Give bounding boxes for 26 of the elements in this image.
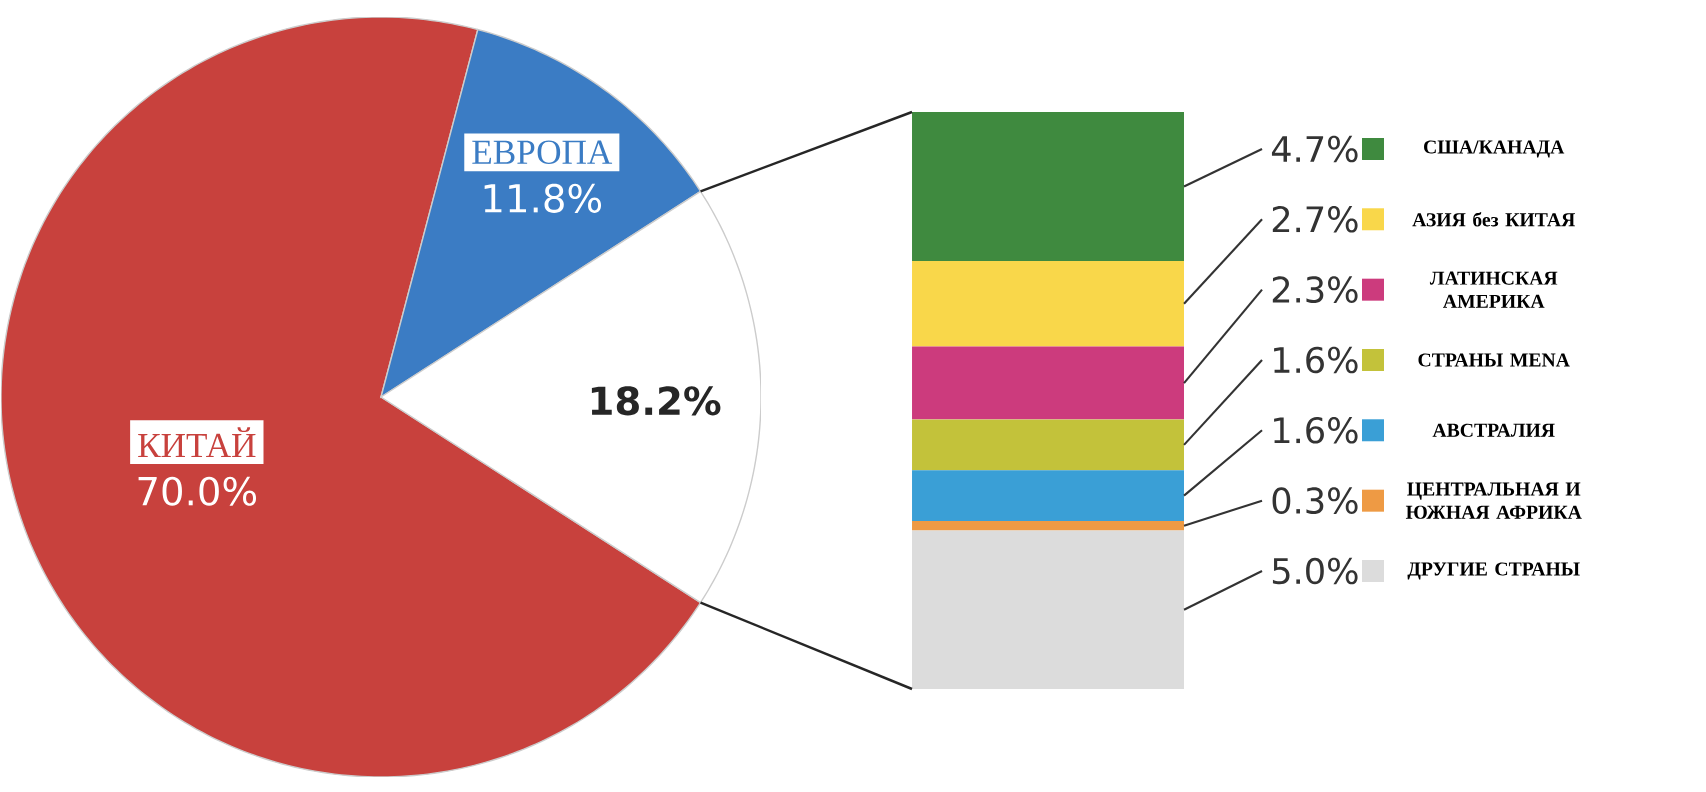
bar <box>912 260 1185 347</box>
legend-label: США/КАНАДА <box>1424 140 1565 158</box>
data-label: 18.2% <box>591 386 721 416</box>
legend-label: ДРУГИЕ СТРАНЫ <box>1407 562 1580 580</box>
data-label: 0.3% <box>1272 487 1358 514</box>
data-label: 1.6% <box>1274 416 1358 444</box>
data-label: 11.8% <box>484 183 602 213</box>
slice-label: КИТАЙ <box>138 427 256 458</box>
bar <box>912 419 1185 471</box>
bar <box>912 520 1185 531</box>
legend-label: ЛАТИНСКАЯ АМЕРИКА <box>1429 271 1558 308</box>
slice-label: ЕВРОПА <box>472 140 613 165</box>
legend-label: ЦЕНТРАЛЬНАЯ И ЮЖНАЯ АФРИКА <box>1405 482 1582 519</box>
data-label: 4.7% <box>1271 135 1358 163</box>
bar <box>912 346 1185 420</box>
data-label: 2.7% <box>1272 205 1358 233</box>
bar <box>912 470 1185 521</box>
data-label: 2.3% <box>1272 276 1358 303</box>
legend-label: АЗИЯ без КИТАЯ <box>1412 212 1575 227</box>
bar <box>912 530 1185 689</box>
bar <box>912 111 1185 261</box>
data-label: 1.6% <box>1274 346 1358 374</box>
data-label: 5.0% <box>1272 557 1358 585</box>
legend-label: СТРАНЫ MENA <box>1418 353 1570 367</box>
data-label: 70.0% <box>138 476 257 506</box>
text: АВСТРАЛИЯ <box>1432 423 1555 437</box>
